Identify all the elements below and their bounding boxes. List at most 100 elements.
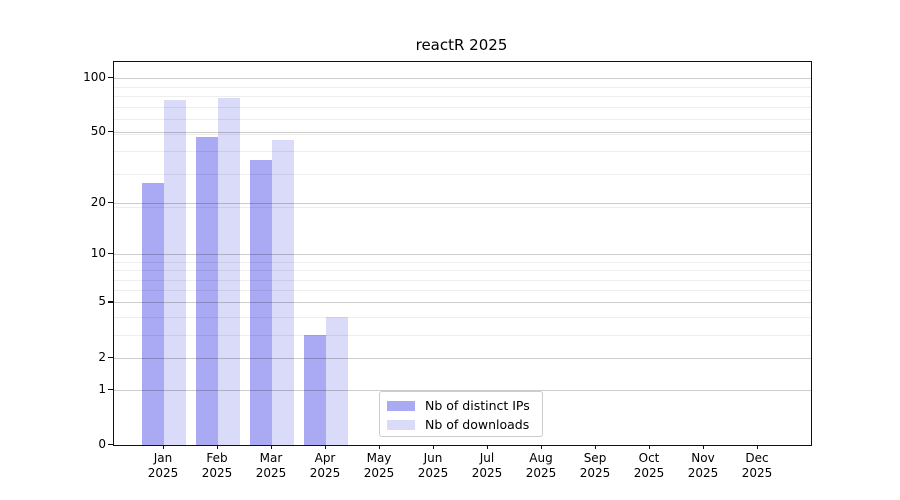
year-label: 2025	[687, 466, 719, 480]
x-axis-tick-label: Aug 2025	[514, 451, 568, 481]
y-axis-tick	[108, 444, 113, 446]
bar-downloads	[218, 98, 240, 445]
minor-gridline	[114, 133, 811, 135]
major-gridline	[114, 389, 811, 391]
plot-area	[113, 61, 812, 446]
x-axis-tick-label: Feb 2025	[190, 451, 244, 481]
x-axis-tick-label: Jun 2025	[406, 451, 460, 481]
x-axis-tick	[271, 445, 273, 449]
year-label: 2025	[471, 466, 503, 480]
x-axis-tick	[325, 445, 327, 449]
major-gridline	[114, 357, 811, 359]
legend-item: Nb of downloads	[380, 415, 542, 434]
year-label: 2025	[147, 466, 179, 480]
y-axis-tick	[108, 356, 113, 358]
bar-downloads	[164, 100, 186, 445]
year-label: 2025	[741, 466, 773, 480]
minor-gridline	[114, 270, 811, 272]
y-axis-tick	[108, 76, 113, 78]
month-label: Sep	[583, 451, 607, 465]
x-axis-tick	[703, 445, 705, 449]
y-axis-tick-label: 50	[90, 124, 106, 139]
major-gridline	[114, 202, 811, 204]
x-axis-tick-label: Jan 2025	[136, 451, 190, 481]
y-axis-tick-label: 10	[90, 246, 106, 261]
x-axis-tick-label: Apr 2025	[298, 451, 352, 481]
major-gridline	[114, 132, 811, 134]
y-axis-tick	[108, 253, 113, 255]
minor-gridline	[114, 96, 811, 98]
year-label: 2025	[417, 466, 449, 480]
minor-gridline	[114, 206, 811, 208]
year-label: 2025	[633, 466, 665, 480]
x-axis-tick	[433, 445, 435, 449]
x-axis-tick	[595, 445, 597, 449]
x-axis-tick-label: Nov 2025	[676, 451, 730, 481]
y-axis-tick-label: 1	[98, 381, 106, 396]
minor-gridline	[114, 261, 811, 263]
legend-swatch	[387, 400, 415, 411]
minor-gridline	[114, 106, 811, 108]
x-axis-tick-label: Mar 2025	[244, 451, 298, 481]
x-axis-tick	[649, 445, 651, 449]
x-axis-tick	[379, 445, 381, 449]
month-label: May	[366, 451, 392, 465]
bar-downloads	[326, 316, 348, 445]
month-label: Feb	[206, 451, 228, 465]
year-label: 2025	[201, 466, 233, 480]
x-axis-tick	[487, 445, 489, 449]
y-axis-tick	[108, 388, 113, 390]
chart-title: reactR 2025	[415, 36, 508, 54]
x-axis-tick	[217, 445, 219, 449]
month-label: Oct	[638, 451, 660, 465]
y-axis-tick-label: 2	[98, 349, 106, 364]
minor-gridline	[114, 290, 811, 292]
minor-gridline	[114, 151, 811, 153]
year-label: 2025	[525, 466, 557, 480]
month-label: Jan	[153, 451, 173, 465]
bar-distinct-ips	[250, 159, 272, 445]
x-axis-tick	[163, 445, 165, 449]
month-label: Nov	[691, 451, 715, 465]
y-axis-tick-label: 100	[83, 69, 106, 84]
legend: Nb of distinct IPs Nb of downloads	[379, 391, 543, 437]
y-axis-tick	[108, 201, 113, 203]
month-label: Aug	[529, 451, 553, 465]
x-axis-tick	[541, 445, 543, 449]
minor-gridline	[114, 86, 811, 88]
legend-label: Nb of downloads	[425, 417, 530, 432]
minor-gridline	[114, 279, 811, 281]
minor-gridline	[114, 334, 811, 336]
minor-gridline	[114, 119, 811, 121]
bar-distinct-ips	[142, 182, 164, 445]
x-axis-tick-label: Jul 2025	[460, 451, 514, 481]
month-label: Dec	[745, 451, 769, 465]
bar-downloads	[272, 140, 294, 445]
x-axis-tick-label: May 2025	[352, 451, 406, 481]
x-axis-tick-label: Sep 2025	[568, 451, 622, 481]
year-label: 2025	[363, 466, 395, 480]
legend-swatch	[387, 419, 415, 430]
major-gridline	[114, 254, 811, 256]
year-label: 2025	[309, 466, 341, 480]
legend-item: Nb of distinct IPs	[380, 396, 542, 415]
bar-distinct-ips	[304, 334, 326, 445]
month-label: Jun	[423, 451, 443, 465]
month-label: Jul	[479, 451, 495, 465]
year-label: 2025	[579, 466, 611, 480]
minor-gridline	[114, 174, 811, 176]
major-gridline	[114, 302, 811, 304]
bar-distinct-ips	[196, 136, 218, 445]
y-axis-tick-label: 5	[98, 294, 106, 309]
y-axis-tick-label: 20	[90, 194, 106, 209]
month-label: Mar	[259, 451, 283, 465]
minor-gridline	[114, 316, 811, 318]
y-axis-tick	[108, 131, 113, 133]
year-label: 2025	[255, 466, 287, 480]
y-axis-tick-label: 0	[98, 437, 106, 451]
y-axis-tick	[108, 301, 113, 303]
x-axis-tick	[757, 445, 759, 449]
x-axis-tick-label: Dec 2025	[730, 451, 784, 481]
month-label: Apr	[314, 451, 336, 465]
